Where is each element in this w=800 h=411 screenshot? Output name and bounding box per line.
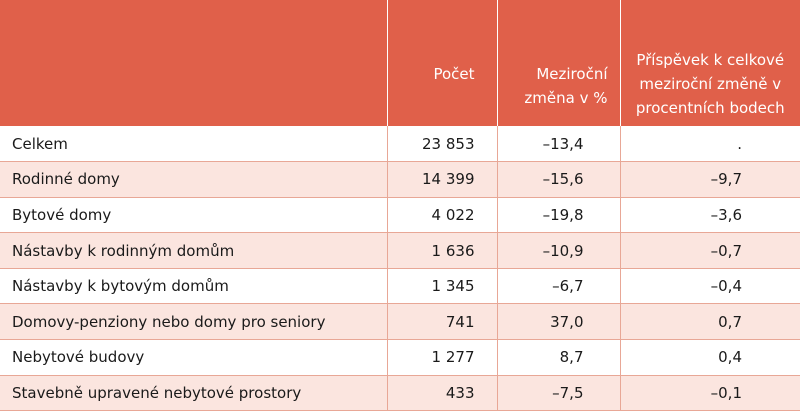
table-row: Nebytové budovy 1 277 8,7 0,4	[0, 339, 800, 376]
row-count: 433	[387, 375, 498, 411]
row-yoy-change: –6,7	[497, 268, 621, 305]
row-label: Domovy-penziony nebo domy pro seniory	[0, 303, 388, 341]
header-yoy-change: Meziroční změna v %	[497, 0, 621, 126]
row-label: Nebytové budovy	[0, 339, 388, 376]
header-count: Počet	[387, 0, 498, 126]
table-row: Domovy-penziony nebo domy pro seniory 74…	[0, 303, 800, 341]
row-count: 1 345	[387, 268, 498, 305]
table-row: Stavebně upravené nebytové prostory 433 …	[0, 375, 800, 411]
row-yoy-change: –15,6	[497, 161, 621, 198]
row-label: Nástavby k bytovým domům	[0, 268, 388, 305]
table-row: Celkem 23 853 –13,4 .	[0, 126, 800, 163]
table-row: Rodinné domy 14 399 –15,6 –9,7	[0, 161, 800, 198]
row-yoy-change: –13,4	[497, 126, 621, 163]
row-yoy-change: –10,9	[497, 232, 621, 269]
row-count: 741	[387, 303, 498, 341]
row-count: 1 636	[387, 232, 498, 269]
row-label: Nástavby k rodinným domům	[0, 232, 388, 269]
row-contribution: –0,1	[620, 375, 800, 411]
row-yoy-change: –19,8	[497, 197, 621, 234]
header-contribution: Příspěvek k celkové meziroční změně v pr…	[620, 0, 800, 126]
row-label: Stavebně upravené nebytové prostory	[0, 375, 388, 411]
row-count: 1 277	[387, 339, 498, 376]
table-row: Nástavby k rodinným domům 1 636 –10,9 –0…	[0, 232, 800, 269]
row-label: Bytové domy	[0, 197, 388, 234]
row-contribution: 0,7	[620, 303, 800, 341]
row-contribution: .	[620, 126, 800, 163]
row-count: 23 853	[387, 126, 498, 163]
row-contribution: 0,4	[620, 339, 800, 376]
row-contribution: –0,4	[620, 268, 800, 305]
row-count: 14 399	[387, 161, 498, 198]
row-label: Rodinné domy	[0, 161, 388, 198]
row-contribution: –9,7	[620, 161, 800, 198]
row-yoy-change: 37,0	[497, 303, 621, 341]
row-yoy-change: –7,5	[497, 375, 621, 411]
row-contribution: –3,6	[620, 197, 800, 234]
table-row: Bytové domy 4 022 –19,8 –3,6	[0, 197, 800, 234]
row-label: Celkem	[0, 126, 388, 163]
header-row: Počet Meziroční změna v % Příspěvek k ce…	[0, 0, 800, 126]
header-category	[0, 0, 388, 126]
row-yoy-change: 8,7	[497, 339, 621, 376]
row-count: 4 022	[387, 197, 498, 234]
row-contribution: –0,7	[620, 232, 800, 269]
table-row: Nástavby k bytovým domům 1 345 –6,7 –0,4	[0, 268, 800, 305]
